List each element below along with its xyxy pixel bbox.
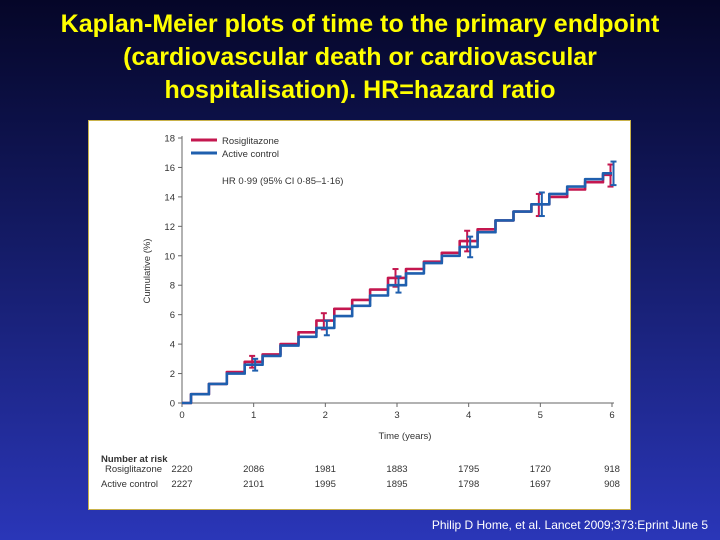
hazard-ratio-annotation: HR 0·99 (95% CI 0·85–1·16) xyxy=(222,176,343,187)
risk-value-active-control-year-1: 2101 xyxy=(243,479,264,490)
y-tick-label-4: 4 xyxy=(170,340,175,351)
legend-label-rosiglitazone: Rosiglitazone xyxy=(222,136,279,147)
risk-row-label-rosiglitazone: Rosiglitazone xyxy=(105,464,162,475)
x-tick-label-6: 6 xyxy=(609,410,614,421)
risk-value-rosiglitazone-year-3: 1883 xyxy=(386,464,407,475)
risk-value-rosiglitazone-year-5: 1720 xyxy=(530,464,551,475)
citation: Philip D Home, et al. Lancet 2009;373:Ep… xyxy=(431,518,708,532)
figure-panel: 0 2 4 6 8 10 12 14 16 18 0 1 2 3 4 5 6 Rosiglitazone Act… xyxy=(88,120,631,510)
risk-value-active-control-year-3: 1895 xyxy=(386,479,407,490)
risk-value-active-control-year-2: 1995 xyxy=(315,479,336,490)
series-line-active-control xyxy=(182,172,612,405)
risk-value-active-control-year-0: 2227 xyxy=(171,479,192,490)
risk-table-heading: Number at risk xyxy=(101,454,168,465)
y-tick-label-6: 6 xyxy=(170,310,175,321)
y-axis-label: Cumulative (%) xyxy=(142,239,153,304)
y-tick-label-10: 10 xyxy=(164,251,175,262)
y-tick-label-18: 18 xyxy=(164,134,175,145)
risk-values: 2220 2086 1981 1883 1795 1720 918 2227 2101 1995 1… xyxy=(171,464,620,490)
risk-value-rosiglitazone-year-1: 2086 xyxy=(243,464,264,475)
x-tick-label-3: 3 xyxy=(394,410,399,421)
risk-value-active-control-year-5: 1697 xyxy=(530,479,551,490)
x-axis-label: Time (years) xyxy=(379,431,432,442)
legend: Rosiglitazone Active control xyxy=(191,136,279,160)
series-line-rosiglitazone xyxy=(182,173,612,405)
x-tick-label-0: 0 xyxy=(179,410,184,421)
y-tick-label-16: 16 xyxy=(164,163,175,174)
risk-value-active-control-year-4: 1798 xyxy=(458,479,479,490)
slide-title-line-3: hospitalisation). HR=hazard ratio xyxy=(164,76,556,104)
y-tick-label-0: 0 xyxy=(170,399,175,410)
risk-table: Number at risk Rosiglitazone Active cont… xyxy=(101,454,620,490)
y-tick-label-12: 12 xyxy=(164,222,175,233)
slide-title-line-2: (cardiovascular death or cardiovascular xyxy=(123,43,597,71)
series-layer xyxy=(182,160,617,405)
risk-row-label-active-control: Active control xyxy=(101,479,158,490)
risk-value-rosiglitazone-year-6: 918 xyxy=(604,464,620,475)
x-tick-label-4: 4 xyxy=(466,410,471,421)
y-tick-label-14: 14 xyxy=(164,192,175,203)
risk-value-rosiglitazone-year-4: 1795 xyxy=(458,464,479,475)
x-tick-label-1: 1 xyxy=(251,410,256,421)
y-tick-label-8: 8 xyxy=(170,281,175,292)
x-tick-label-5: 5 xyxy=(538,410,543,421)
risk-value-active-control-year-6: 908 xyxy=(604,479,620,490)
slide-title: Kaplan-Meier plots of time to the primar… xyxy=(0,8,720,107)
legend-label-active-control: Active control xyxy=(222,149,279,160)
risk-value-rosiglitazone-year-0: 2220 xyxy=(171,464,192,475)
x-tick-label-2: 2 xyxy=(323,410,328,421)
y-tick-label-2: 2 xyxy=(170,369,175,380)
risk-value-rosiglitazone-year-2: 1981 xyxy=(315,464,336,475)
slide-title-line-1: Kaplan-Meier plots of time to the primar… xyxy=(60,10,660,38)
